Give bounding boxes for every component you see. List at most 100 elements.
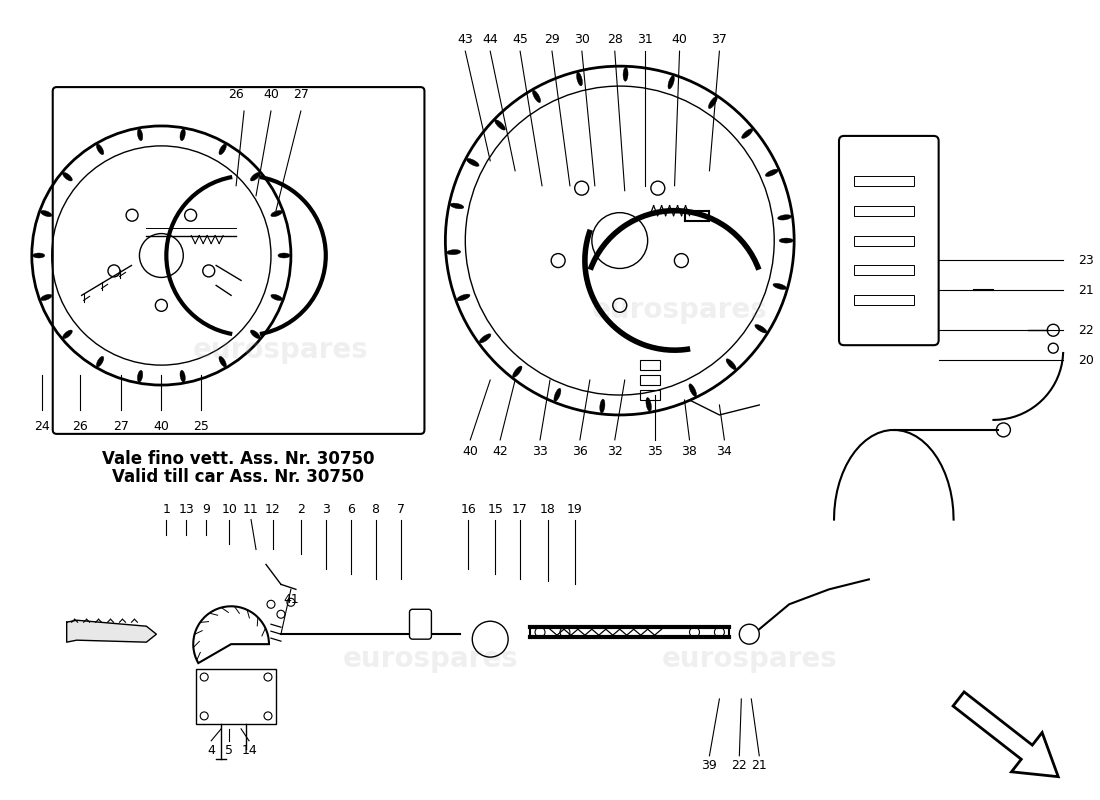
Text: 28: 28 <box>607 34 623 46</box>
Ellipse shape <box>271 210 283 217</box>
Text: 9: 9 <box>202 502 210 515</box>
FancyBboxPatch shape <box>53 87 425 434</box>
Text: 16: 16 <box>461 502 476 515</box>
Text: 8: 8 <box>372 502 379 515</box>
Ellipse shape <box>623 67 628 82</box>
FancyBboxPatch shape <box>409 610 431 639</box>
Text: 35: 35 <box>647 445 662 458</box>
Text: eurospares: eurospares <box>592 296 768 324</box>
Text: 40: 40 <box>153 420 169 433</box>
Ellipse shape <box>755 325 767 333</box>
Text: 14: 14 <box>241 744 257 757</box>
Ellipse shape <box>251 173 260 181</box>
Text: 12: 12 <box>265 502 280 515</box>
Text: 43: 43 <box>458 34 473 46</box>
Ellipse shape <box>97 356 103 367</box>
Text: 38: 38 <box>682 445 697 458</box>
Ellipse shape <box>466 158 480 166</box>
Text: 10: 10 <box>221 502 238 515</box>
Text: 44: 44 <box>482 34 498 46</box>
Text: 22: 22 <box>1078 324 1093 337</box>
FancyArrow shape <box>953 692 1058 777</box>
Ellipse shape <box>778 214 792 220</box>
Ellipse shape <box>63 330 73 338</box>
Text: 6: 6 <box>346 502 354 515</box>
Bar <box>196 669 276 724</box>
Text: eurospares: eurospares <box>194 336 368 364</box>
Ellipse shape <box>450 203 464 209</box>
Ellipse shape <box>726 358 736 370</box>
Text: 26: 26 <box>72 420 88 433</box>
Ellipse shape <box>63 173 73 181</box>
Text: 40: 40 <box>672 34 688 46</box>
Ellipse shape <box>138 370 143 382</box>
Ellipse shape <box>576 72 582 86</box>
Polygon shape <box>67 620 156 642</box>
Ellipse shape <box>456 294 470 301</box>
Ellipse shape <box>97 144 103 154</box>
Ellipse shape <box>219 144 227 154</box>
Ellipse shape <box>271 294 283 301</box>
Text: 5: 5 <box>226 744 233 757</box>
Bar <box>640 390 660 400</box>
Text: 37: 37 <box>712 34 727 46</box>
Ellipse shape <box>532 90 540 102</box>
Ellipse shape <box>779 238 793 243</box>
Text: 40: 40 <box>462 445 478 458</box>
Ellipse shape <box>708 97 717 109</box>
Text: 21: 21 <box>1078 284 1093 297</box>
Ellipse shape <box>554 388 561 402</box>
Ellipse shape <box>180 370 185 382</box>
Bar <box>640 375 660 385</box>
Bar <box>640 360 660 370</box>
Text: 21: 21 <box>751 758 767 772</box>
Ellipse shape <box>41 210 52 217</box>
Text: 40: 40 <box>263 88 279 101</box>
Ellipse shape <box>668 76 674 89</box>
Bar <box>854 206 914 216</box>
Wedge shape <box>194 606 270 663</box>
Ellipse shape <box>766 170 778 177</box>
Text: 15: 15 <box>487 502 503 515</box>
Text: 34: 34 <box>716 445 733 458</box>
Text: 39: 39 <box>702 758 717 772</box>
Bar <box>854 235 914 246</box>
Text: 30: 30 <box>574 34 590 46</box>
Ellipse shape <box>33 253 45 258</box>
Text: 20: 20 <box>1078 354 1094 366</box>
Text: 36: 36 <box>572 445 587 458</box>
Text: 18: 18 <box>540 502 556 515</box>
Text: eurospares: eurospares <box>661 645 837 673</box>
Ellipse shape <box>495 120 505 130</box>
Bar <box>854 295 914 306</box>
Text: 41: 41 <box>283 594 299 606</box>
FancyBboxPatch shape <box>839 136 938 345</box>
Text: eurospares: eurospares <box>342 645 518 673</box>
Text: 11: 11 <box>243 502 258 515</box>
Text: 33: 33 <box>532 445 548 458</box>
Text: 19: 19 <box>566 502 583 515</box>
Ellipse shape <box>219 356 227 367</box>
Ellipse shape <box>741 129 752 138</box>
Text: 1: 1 <box>163 502 170 515</box>
Text: Vale fino vett. Ass. Nr. 30750: Vale fino vett. Ass. Nr. 30750 <box>102 450 374 468</box>
Text: 7: 7 <box>396 502 405 515</box>
Ellipse shape <box>689 384 696 397</box>
Text: 27: 27 <box>113 420 130 433</box>
Ellipse shape <box>41 294 52 301</box>
Text: 2: 2 <box>297 502 305 515</box>
Ellipse shape <box>447 250 461 254</box>
Text: 31: 31 <box>637 34 652 46</box>
Text: 45: 45 <box>513 34 528 46</box>
Text: 27: 27 <box>293 88 309 101</box>
Text: 23: 23 <box>1078 254 1093 267</box>
Text: Valid till car Ass. Nr. 30750: Valid till car Ass. Nr. 30750 <box>112 468 364 486</box>
Ellipse shape <box>513 366 522 378</box>
Bar <box>854 266 914 275</box>
Ellipse shape <box>138 129 143 141</box>
Text: 3: 3 <box>322 502 330 515</box>
Ellipse shape <box>646 398 651 411</box>
Text: 24: 24 <box>34 420 50 433</box>
Ellipse shape <box>600 399 605 413</box>
Text: 26: 26 <box>228 88 244 101</box>
